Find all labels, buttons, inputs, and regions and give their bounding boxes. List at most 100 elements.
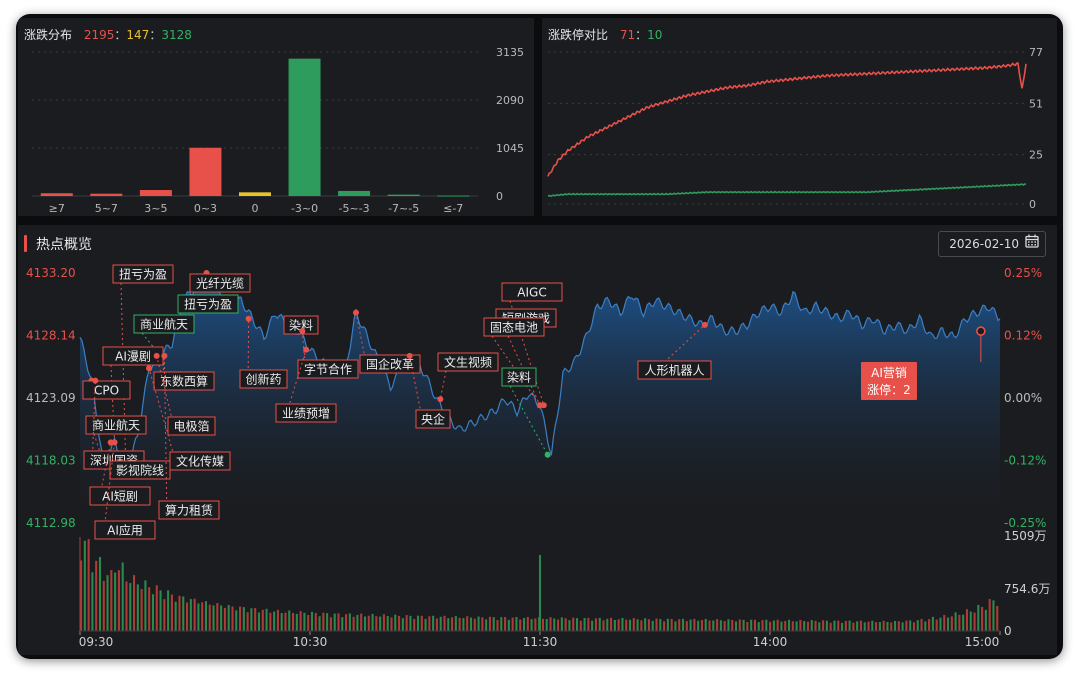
volume-bar bbox=[928, 619, 931, 631]
volume-bar bbox=[780, 621, 783, 631]
annotation-box bbox=[483, 317, 545, 337]
annotation-label: 业绩预增 bbox=[282, 407, 330, 421]
bar bbox=[288, 58, 321, 197]
volume-bar bbox=[992, 600, 995, 631]
volume-bar bbox=[837, 620, 840, 631]
bar bbox=[90, 193, 123, 196]
annotation-label: 光纤光缆 bbox=[196, 277, 244, 291]
limit-up-count: 71 bbox=[619, 28, 636, 42]
volume-bar bbox=[276, 609, 279, 631]
volume-bar bbox=[704, 618, 707, 631]
annotation-label: 东数西算 bbox=[160, 374, 208, 389]
volume-bar bbox=[409, 615, 412, 631]
volume-bar bbox=[697, 620, 700, 631]
volume-bar bbox=[946, 617, 950, 631]
volume-bar bbox=[871, 620, 874, 631]
annotation-dot bbox=[701, 321, 708, 328]
limit-ratio-chart: 77 51 25 0 bbox=[547, 46, 1043, 211]
volume-bar bbox=[670, 618, 673, 631]
volume-bar bbox=[451, 617, 454, 631]
volume-bar bbox=[356, 614, 359, 631]
volume-bar bbox=[901, 622, 904, 631]
limit-ratio-header: 涨跌停对比 71：10 bbox=[548, 28, 663, 42]
volume-bar bbox=[655, 618, 658, 631]
volume-bar bbox=[996, 605, 999, 631]
volume-bar bbox=[394, 614, 397, 631]
volume-bar bbox=[401, 618, 404, 631]
volume-bar bbox=[575, 618, 579, 631]
volume-bar bbox=[299, 611, 302, 631]
volume-bar bbox=[526, 616, 529, 631]
annotation-box bbox=[177, 294, 239, 314]
volume-bar bbox=[890, 622, 893, 631]
volume-bar bbox=[568, 620, 571, 631]
volume-bar bbox=[988, 599, 991, 631]
volume-bar bbox=[769, 621, 772, 631]
annotation-box bbox=[415, 409, 451, 429]
volume-bar bbox=[462, 618, 465, 631]
volume-bar bbox=[939, 617, 942, 631]
volume-bar bbox=[610, 617, 613, 631]
annotation-label: 人形机器人 bbox=[644, 364, 704, 378]
volume-bar bbox=[106, 575, 109, 631]
volume-bar bbox=[984, 609, 987, 631]
volume-bar bbox=[318, 616, 321, 631]
volume-bar bbox=[681, 618, 685, 631]
annotation-box bbox=[275, 403, 337, 423]
tooltip-name: AI营销 bbox=[871, 366, 907, 380]
volume-bar bbox=[269, 612, 272, 631]
y-right-label: -0.25% bbox=[1004, 516, 1046, 530]
volume-bar bbox=[197, 603, 200, 631]
volume-bar bbox=[935, 619, 938, 631]
annotation-label: 电极箔 bbox=[173, 419, 209, 434]
annotation-label: 影视院线 bbox=[116, 463, 164, 478]
volume-bar bbox=[481, 617, 484, 631]
volume-bar bbox=[95, 560, 98, 631]
volume-bar bbox=[473, 618, 476, 631]
x-tick-label: 14:00 bbox=[753, 635, 788, 649]
volume-bar bbox=[102, 580, 105, 631]
annotation-box bbox=[501, 282, 563, 302]
volume-bar bbox=[87, 539, 90, 631]
x-tick-label: 3~5 bbox=[144, 202, 167, 215]
volume-bar bbox=[784, 620, 787, 631]
volume-bar bbox=[572, 617, 575, 631]
volume-bar bbox=[136, 584, 139, 631]
volume-bar bbox=[174, 601, 177, 631]
volume-bar bbox=[458, 617, 461, 631]
annotation-leader bbox=[409, 355, 425, 429]
annotation-leader bbox=[163, 355, 168, 520]
volume-bar bbox=[587, 617, 590, 631]
volume-label: 1509万 bbox=[1004, 529, 1047, 543]
annotation-dot bbox=[544, 451, 551, 458]
volume-bar bbox=[875, 622, 878, 631]
distribution-up-count: 2195 bbox=[83, 28, 115, 42]
volume-bar bbox=[170, 594, 173, 631]
volume-bar bbox=[753, 619, 756, 631]
volume-bar bbox=[265, 608, 268, 631]
volume-bar bbox=[920, 618, 923, 631]
volume-bar bbox=[765, 619, 768, 631]
annotation-dot bbox=[406, 352, 413, 359]
tooltip-box bbox=[861, 362, 917, 400]
volume-bar bbox=[125, 581, 128, 631]
volume-bar bbox=[912, 622, 916, 631]
volume-bar bbox=[337, 613, 340, 631]
bar bbox=[239, 192, 271, 196]
volume-bar bbox=[326, 613, 329, 631]
annotation-box bbox=[82, 380, 131, 400]
volume-bar bbox=[250, 608, 253, 631]
volume-bar bbox=[674, 621, 677, 631]
date-picker[interactable]: 2026-02-10 bbox=[938, 231, 1046, 257]
volume-bar bbox=[545, 619, 548, 631]
annotation-label: AI短剧 bbox=[102, 490, 138, 504]
limit-down-line bbox=[547, 183, 1027, 198]
volume-bar bbox=[848, 620, 851, 631]
distribution-chart: 3135 2090 1045 0 ≥7 5~7 3~5 0~3 0 -3~0 -5~-3 -7~-5 ≤… bbox=[32, 46, 524, 215]
annotation-leader bbox=[439, 370, 447, 400]
volume-bar bbox=[382, 614, 385, 631]
y-right-label: 0.25% bbox=[1004, 266, 1042, 280]
bar bbox=[189, 147, 222, 196]
volume-bar bbox=[496, 620, 499, 631]
volume-bar bbox=[91, 572, 94, 631]
